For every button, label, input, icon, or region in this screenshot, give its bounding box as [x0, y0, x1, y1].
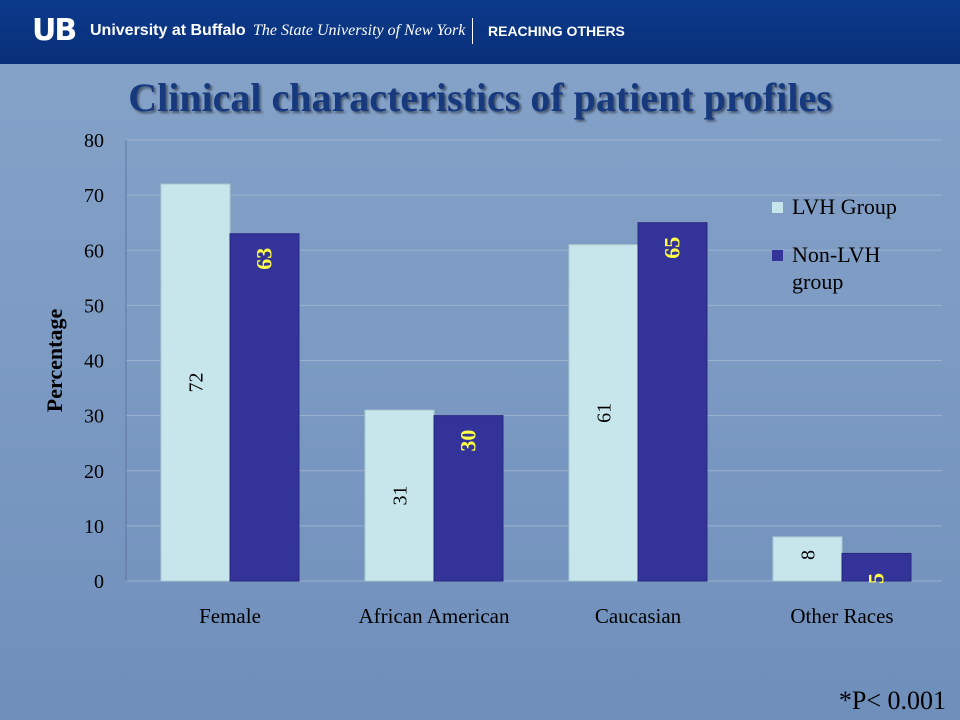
y-tick-label: 80: [84, 130, 104, 152]
slide-title: Clinical characteristics of patient prof…: [128, 75, 832, 120]
ub-logo-text: UB: [32, 13, 77, 48]
bar: [433, 415, 504, 582]
bar: [568, 244, 639, 582]
y-tick-label: 20: [84, 461, 104, 483]
legend-swatch: [772, 250, 783, 261]
y-tick-label: 70: [84, 185, 104, 207]
bar-data-label: 65: [660, 237, 685, 259]
bar-data-label: 63: [252, 248, 277, 270]
bar-data-label: 31: [390, 486, 412, 506]
bar: [229, 233, 300, 582]
bar: [637, 222, 708, 582]
legend-label: LVH Group: [792, 194, 897, 219]
header-tagline: REACHING OTHERS: [488, 23, 625, 39]
bar-data-label: 5: [864, 573, 889, 584]
category-label: Other Races: [790, 604, 893, 628]
bar-data-label: 72: [186, 373, 208, 393]
bar: [364, 409, 435, 582]
footnote: *P< 0.001: [838, 686, 946, 715]
y-tick-label: 30: [84, 406, 104, 428]
header-banner: UB University at Buffalo The State Unive…: [0, 0, 960, 64]
y-axis-title: Percentage: [42, 309, 67, 413]
legend-label: Non-LVH: [792, 242, 881, 267]
category-label: Female: [199, 604, 261, 628]
legend-label: group: [792, 269, 843, 294]
y-tick-label: 10: [84, 516, 104, 538]
y-tick-label: 50: [84, 295, 104, 317]
university-name: University at Buffalo: [90, 22, 246, 39]
suny-name: The State University of New York: [253, 22, 466, 39]
legend-swatch: [772, 202, 783, 213]
y-tick-label: 40: [84, 351, 104, 373]
header-divider: [472, 18, 473, 44]
ub-logo: UB: [32, 13, 77, 48]
category-label: African American: [358, 604, 510, 628]
bar-data-label: 8: [798, 550, 820, 560]
y-tick-label: 60: [84, 240, 104, 262]
bar-data-label: 30: [456, 430, 481, 452]
bar: [160, 183, 231, 582]
bar-data-label: 61: [594, 403, 616, 423]
category-label: Caucasian: [595, 604, 682, 628]
bar: [772, 536, 843, 582]
y-tick-label: 0: [94, 571, 104, 593]
bar: [841, 552, 912, 582]
